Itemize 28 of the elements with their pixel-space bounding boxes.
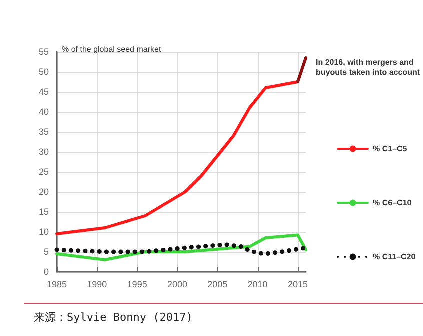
source-note: 来源：Sylvie Bonny (2017) <box>34 310 193 325</box>
x-tick-label: 2010 <box>248 280 268 290</box>
legend-label: % C11–C20 <box>373 252 416 262</box>
legend-label: % C6–C10 <box>373 198 412 208</box>
y-tick-label: 15 <box>38 207 49 217</box>
y-tick-label: 0 <box>44 267 49 277</box>
y-tick-label: 50 <box>38 67 49 77</box>
y-tick-label: 35 <box>38 127 49 137</box>
line-series <box>56 80 300 236</box>
y-tick-label: 40 <box>38 107 49 117</box>
line-series <box>54 242 308 256</box>
x-tick-label: 2005 <box>208 280 228 290</box>
x-tick-label: 2015 <box>288 280 308 290</box>
line-series <box>56 234 308 262</box>
x-tick-label: 1990 <box>87 280 108 290</box>
y-tick-label: 10 <box>38 227 49 237</box>
y-tick-label: 20 <box>38 187 49 197</box>
text: In 2016, with mergers and buyouts taken into account <box>316 58 421 78</box>
legend-label: % C1–C5 <box>373 144 408 154</box>
y-tick-label: 25 <box>38 167 49 177</box>
x-tick-label: 1985 <box>46 280 68 290</box>
y-tick-label: 45 <box>38 87 49 97</box>
y-tick-label: 5 <box>44 247 49 257</box>
x-tick-label: 1995 <box>127 280 148 290</box>
y-tick-label: 55 <box>38 47 49 57</box>
y-tick-label: 30 <box>38 147 49 157</box>
y-axis-title: % of the global seed market <box>62 45 162 55</box>
x-tick-label: 2000 <box>167 280 188 290</box>
